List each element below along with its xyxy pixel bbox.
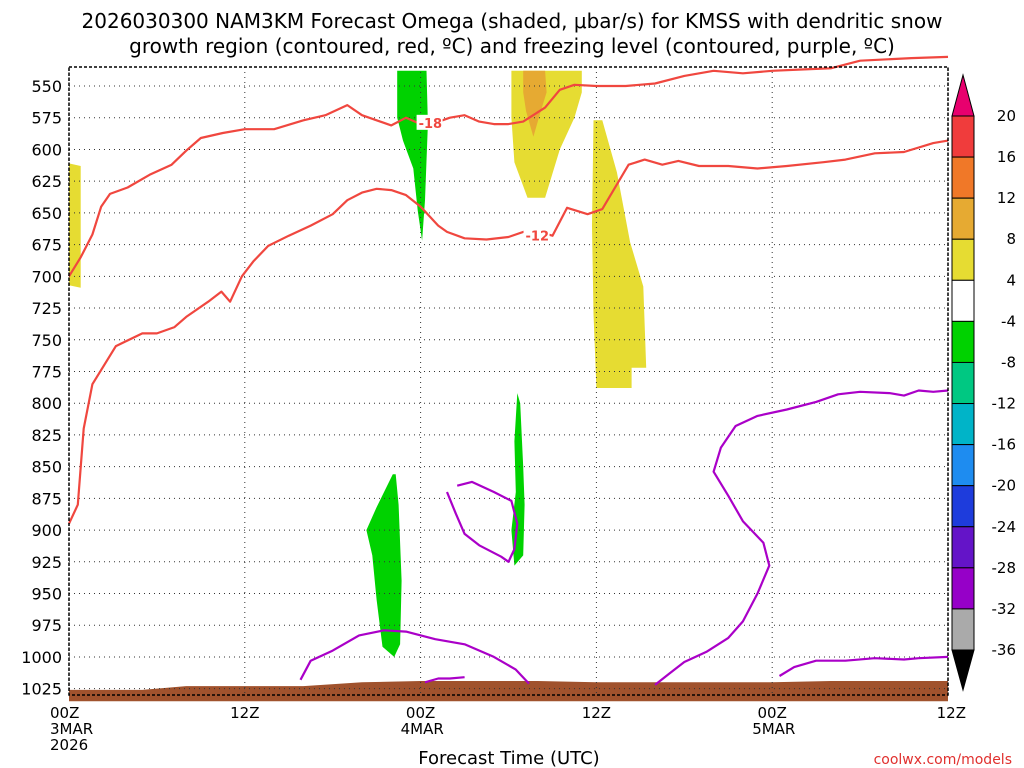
grid-lines	[68, 67, 949, 695]
contour-freezing-2	[445, 480, 519, 563]
colorbar-box	[951, 567, 975, 610]
y-tick-label: 575	[31, 109, 62, 128]
y-tick-label: 825	[31, 426, 62, 445]
y-tick-label: 800	[31, 394, 62, 413]
x-tick-label: 12Z	[937, 704, 966, 722]
colorbar-box	[951, 238, 975, 281]
x-tick-label: 2026	[50, 736, 88, 754]
x-tick-label: 5MAR	[752, 720, 795, 738]
y-axis: 550 575 600 625 650 675 700 725 750 775 800 825 850 8…	[21, 77, 62, 699]
contour-freezing-4	[654, 389, 949, 686]
omega-yellow-upper	[511, 70, 582, 198]
omega-shading	[69, 70, 948, 702]
plot-frame	[68, 66, 949, 696]
colorbar-label: -4	[1001, 312, 1016, 330]
contour-label-bg	[523, 227, 550, 243]
colorbar-label: -12	[992, 395, 1017, 413]
omega-green-upper	[397, 70, 428, 241]
x-tick-label: 00Z	[50, 704, 79, 722]
y-tick-label: 725	[31, 299, 62, 318]
y-tick-label: 700	[31, 267, 62, 286]
contour--18	[68, 139, 949, 525]
colorbar-box	[951, 526, 975, 569]
y-tick-label: 975	[31, 616, 62, 635]
colorbar-label: -24	[992, 518, 1017, 536]
y-tick-label: 625	[31, 172, 62, 191]
colorbar-box	[951, 361, 975, 405]
colorbar: 20 16 12 8 4 -4 -8 -12 -16 -20 -24 -28 -32 -36	[951, 73, 1017, 692]
x-tick-label: 4MAR	[401, 720, 444, 738]
colorbar-label: -8	[1001, 353, 1016, 371]
contour-label-bg	[416, 114, 443, 130]
credit-text: coolwx.com/models	[874, 752, 1012, 768]
colorbar-box	[951, 156, 975, 199]
contour-freezing-1	[299, 629, 530, 685]
colorbar-label: -20	[992, 477, 1017, 495]
y-tick-label: 550	[31, 77, 62, 96]
y-tick-label: 1025	[21, 680, 62, 699]
colorbar-box	[951, 279, 975, 322]
x-tick-label: 12Z	[230, 704, 259, 722]
omega-green-mid	[511, 393, 525, 566]
contour-lines	[68, 55, 949, 686]
contour--12	[68, 55, 949, 277]
colorbar-label: -36	[992, 641, 1017, 659]
y-tick-label: 600	[31, 140, 62, 159]
x-tick-label: 12Z	[582, 704, 611, 722]
x-axis-label: Forecast Time (UTC)	[418, 748, 599, 768]
plot-area: -18 -12	[68, 55, 949, 702]
y-tick-label: 950	[31, 585, 62, 604]
contour-labels: -18 -12	[416, 114, 550, 245]
ground	[69, 681, 948, 702]
omega-yellow-lower	[592, 120, 647, 389]
y-tick-label: 850	[31, 458, 62, 477]
colorbar-label: 16	[997, 148, 1016, 166]
chart-title-line1: 2026030300 NAM3KM Forecast Omega (shaded…	[82, 9, 943, 33]
colorbar-label: 12	[997, 189, 1016, 207]
colorbar-bottom-arrow	[951, 649, 975, 692]
colorbar-box	[951, 485, 975, 528]
colorbar-top-arrow	[951, 73, 975, 117]
omega-green-lower	[366, 474, 402, 657]
x-tick-label: 00Z	[758, 704, 787, 722]
y-tick-label: 1000	[21, 648, 62, 667]
colorbar-box	[951, 403, 975, 446]
colorbar-label: -16	[992, 436, 1017, 454]
omega-yellow-left	[69, 163, 81, 288]
y-tick-label: 750	[31, 331, 62, 350]
contour-freezing-5	[778, 655, 949, 677]
chart-title-line2: growth region (contoured, red, ºC) and f…	[129, 34, 895, 58]
y-tick-label: 775	[31, 362, 62, 381]
colorbar-label: -28	[992, 559, 1017, 577]
contour-label: -18	[419, 117, 443, 132]
y-tick-label: 900	[31, 521, 62, 540]
x-tick-label: 3MAR	[50, 720, 93, 738]
colorbar-label: 4	[1006, 271, 1016, 289]
colorbar-box	[951, 197, 975, 240]
y-tick-label: 875	[31, 489, 62, 508]
contour-freezing-3	[424, 676, 465, 684]
x-tick-label: 00Z	[406, 704, 435, 722]
y-tick-label: 675	[31, 236, 62, 255]
colorbar-label: -32	[992, 600, 1017, 618]
colorbar-box	[951, 115, 975, 158]
colorbar-label: 8	[1006, 230, 1016, 248]
omega-orange-core	[523, 70, 547, 137]
colorbar-box	[951, 320, 975, 363]
colorbar-box	[951, 608, 975, 651]
contour-label: -12	[526, 230, 550, 245]
colorbar-box	[951, 444, 975, 487]
y-tick-label: 925	[31, 553, 62, 572]
colorbar-label: 20	[997, 107, 1016, 125]
y-tick-label: 650	[31, 204, 62, 223]
